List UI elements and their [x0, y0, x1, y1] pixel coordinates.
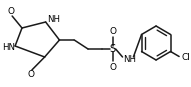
Text: O: O — [109, 27, 116, 35]
Text: NH: NH — [47, 15, 60, 23]
Text: Cl: Cl — [182, 53, 190, 62]
Text: O: O — [27, 70, 34, 79]
Text: S: S — [110, 44, 116, 54]
Text: O: O — [8, 7, 15, 16]
Text: NH: NH — [123, 54, 136, 64]
Text: HN: HN — [2, 43, 15, 52]
Text: O: O — [109, 62, 116, 72]
